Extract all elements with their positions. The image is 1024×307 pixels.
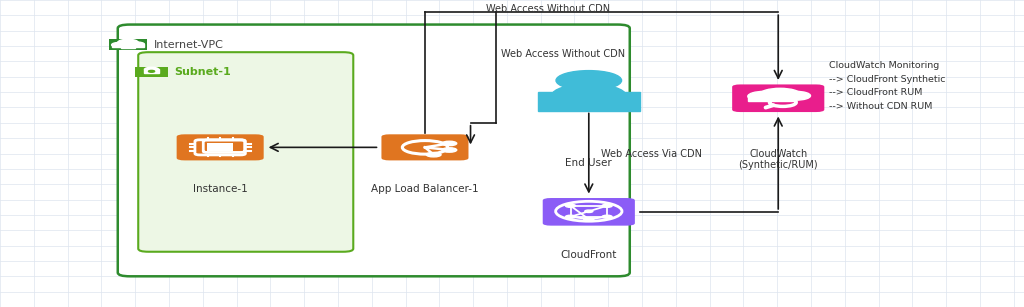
FancyBboxPatch shape — [109, 39, 147, 50]
Circle shape — [118, 39, 138, 45]
FancyBboxPatch shape — [732, 84, 824, 112]
Circle shape — [585, 210, 593, 212]
Circle shape — [426, 153, 441, 157]
Text: CloudFront: CloudFront — [560, 250, 617, 260]
Bar — [112, 44, 144, 47]
Text: Instance-1: Instance-1 — [193, 184, 248, 194]
Bar — [748, 95, 796, 101]
FancyBboxPatch shape — [176, 134, 264, 161]
FancyBboxPatch shape — [138, 52, 353, 252]
Text: CloudWatch
(Synthetic/RUM): CloudWatch (Synthetic/RUM) — [738, 149, 818, 170]
Circle shape — [565, 215, 575, 218]
Text: Web Access Without CDN: Web Access Without CDN — [486, 4, 610, 14]
Circle shape — [781, 91, 811, 100]
Circle shape — [565, 204, 575, 207]
Circle shape — [602, 215, 612, 218]
Bar — [144, 69, 159, 73]
Text: CloudWatch Monitoring
--> CloudFront Synthetic
--> CloudFront RUM
--> Without CD: CloudWatch Monitoring --> CloudFront Syn… — [829, 60, 946, 111]
FancyBboxPatch shape — [118, 25, 630, 276]
Circle shape — [748, 91, 781, 101]
Circle shape — [584, 218, 594, 221]
Text: Internet-VPC: Internet-VPC — [154, 40, 223, 49]
Circle shape — [602, 204, 612, 207]
Ellipse shape — [552, 84, 626, 106]
FancyBboxPatch shape — [381, 134, 469, 161]
Circle shape — [148, 70, 155, 72]
Circle shape — [112, 42, 128, 47]
Circle shape — [760, 88, 801, 100]
FancyBboxPatch shape — [207, 143, 233, 151]
FancyBboxPatch shape — [543, 198, 635, 226]
Bar — [538, 92, 640, 111]
Text: App Load Balancer-1: App Load Balancer-1 — [371, 184, 479, 194]
Bar — [121, 45, 135, 48]
Circle shape — [556, 71, 622, 90]
Circle shape — [442, 148, 457, 152]
Circle shape — [442, 141, 457, 146]
FancyBboxPatch shape — [135, 67, 168, 77]
Circle shape — [130, 42, 144, 46]
Text: Web Access Without CDN: Web Access Without CDN — [501, 49, 625, 59]
Text: Subnet-1: Subnet-1 — [174, 67, 230, 77]
Text: End User: End User — [565, 158, 612, 168]
Text: Web Access Via CDN: Web Access Via CDN — [601, 149, 702, 158]
